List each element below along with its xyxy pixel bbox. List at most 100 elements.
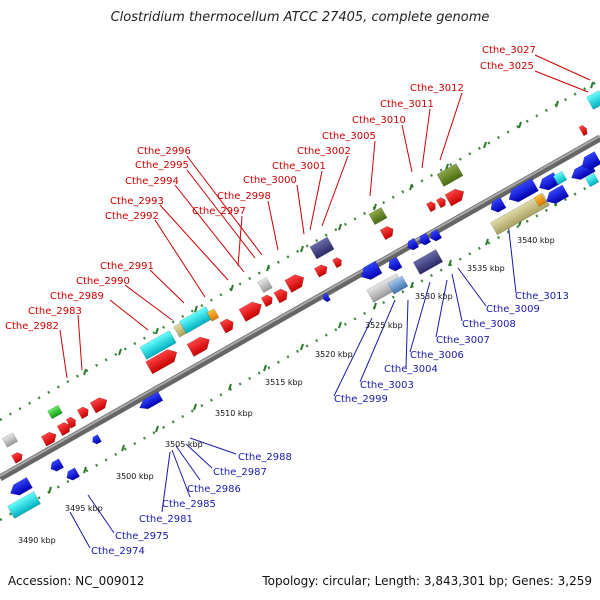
gene-glyph[interactable] <box>76 405 91 420</box>
gene-glyph[interactable] <box>412 249 444 275</box>
gene-glyph[interactable] <box>48 458 65 474</box>
forward-gene-label[interactable]: Cthe_2996 <box>137 146 191 157</box>
forward-gene-label[interactable]: Cthe_3011 <box>380 99 434 110</box>
map-title: Clostridium thermocellum ATCC 27405, com… <box>110 10 490 25</box>
forward-gene-label[interactable]: Cthe_2991 <box>100 261 154 272</box>
gene-glyph[interactable] <box>488 196 507 214</box>
gene-glyph[interactable] <box>206 308 220 322</box>
gene-glyph[interactable] <box>1 432 19 448</box>
scale-tick-label: 3525 kbp <box>365 321 403 330</box>
forward-gene-label[interactable]: Cthe_2993 <box>110 196 164 207</box>
forward-gene-label[interactable]: Cthe_2982 <box>5 321 59 332</box>
reverse-gene-label[interactable]: Cthe_3009 <box>486 304 540 315</box>
gene-glyph[interactable] <box>417 232 432 247</box>
forward-gene-labels: Cthe_2982 Cthe_2983 Cthe_2989 Cthe_2990 Cthe… <box>5 45 536 332</box>
gene-glyph[interactable] <box>428 228 443 243</box>
gene-glyph[interactable] <box>578 124 589 137</box>
scale-ticks: 3490 kbp 3495 kbp 3500 kbp 3505 kbp 3510 kbp… <box>18 236 555 545</box>
reverse-gene-label[interactable]: Cthe_3003 <box>360 380 414 391</box>
forward-gene-label[interactable]: Cthe_3005 <box>322 131 376 142</box>
reverse-gene-label[interactable]: Cthe_2974 <box>91 546 145 557</box>
gene-glyph[interactable] <box>7 477 33 498</box>
gene-glyph[interactable] <box>260 293 275 308</box>
reverse-gene-label[interactable]: Cthe_2985 <box>162 499 216 510</box>
gene-glyph[interactable] <box>552 170 568 186</box>
gene-glyph[interactable] <box>444 186 467 207</box>
forward-gene-label[interactable]: Cthe_3000 <box>243 175 297 186</box>
gene-glyph[interactable] <box>65 416 78 429</box>
gene-glyph[interactable] <box>284 271 308 293</box>
forward-gene-label[interactable]: Cthe_2992 <box>105 211 159 222</box>
gene-glyph[interactable] <box>358 260 383 283</box>
reverse-gene-label[interactable]: Cthe_3004 <box>384 364 438 375</box>
gene-glyph[interactable] <box>436 163 464 187</box>
reverse-gene-label[interactable]: Cthe_2981 <box>139 514 193 525</box>
forward-gene-label[interactable]: Cthe_3001 <box>272 161 326 172</box>
gene-glyph[interactable] <box>425 200 437 213</box>
forward-gene-label[interactable]: Cthe_3027 <box>482 45 536 56</box>
gene-glyph[interactable] <box>7 491 41 519</box>
forward-gene-label[interactable]: Cthe_3025 <box>480 61 534 72</box>
gene-glyph[interactable] <box>387 275 409 295</box>
gene-glyph[interactable] <box>11 451 24 464</box>
gene-glyph[interactable] <box>533 193 547 207</box>
reverse-gene-label[interactable]: Cthe_3006 <box>410 350 464 361</box>
gene-glyph[interactable] <box>368 206 388 226</box>
reverse-gene-label[interactable]: Cthe_3007 <box>436 335 490 346</box>
forward-gene-label[interactable]: Cthe_3002 <box>297 146 351 157</box>
gene-glyph[interactable] <box>490 192 550 236</box>
forward-gene-label[interactable]: Cthe_2997 <box>192 206 246 217</box>
forward-gene-label[interactable]: Cthe_3012 <box>410 83 464 94</box>
gene-glyph[interactable] <box>64 467 81 483</box>
reverse-gene-label[interactable]: Cthe_3008 <box>462 319 516 330</box>
gene-glyph[interactable] <box>47 404 63 420</box>
gene-glyph[interactable] <box>405 237 420 252</box>
reverse-gene-label[interactable]: Cthe_3013 <box>515 291 569 302</box>
gene-glyph[interactable] <box>309 236 335 260</box>
label-leaders <box>59 54 591 549</box>
gene-glyph[interactable] <box>584 172 600 188</box>
reverse-gene-labels: Cthe_2974 Cthe_2975 Cthe_2981 Cthe_2985 Cthe… <box>91 291 569 557</box>
accession-label: Accession: NC_009012 <box>8 574 145 588</box>
gene-glyph[interactable] <box>505 178 539 206</box>
forward-gene-label[interactable]: Cthe_2990 <box>76 276 130 287</box>
forward-gene-label[interactable]: Cthe_3010 <box>352 115 406 126</box>
forward-gene-label[interactable]: Cthe_2994 <box>125 176 179 187</box>
reverse-gene-label[interactable]: Cthe_2975 <box>115 531 169 542</box>
gene-glyph[interactable] <box>331 256 343 269</box>
gene-glyph[interactable] <box>257 276 273 294</box>
forward-gene-label[interactable]: Cthe_2998 <box>217 191 271 202</box>
scale-tick-label: 3510 kbp <box>215 409 253 418</box>
gene-glyph[interactable] <box>145 346 181 375</box>
gene-glyph[interactable] <box>435 196 447 209</box>
gene-glyph[interactable] <box>139 330 177 360</box>
gene-glyph[interactable] <box>273 287 290 304</box>
gene-glyph[interactable] <box>219 317 236 334</box>
gene-glyph[interactable] <box>238 298 265 322</box>
gene-glyph[interactable] <box>586 90 600 110</box>
gene-glyph[interactable] <box>89 395 110 414</box>
gene-glyph[interactable] <box>321 292 331 303</box>
scale-tick-label: 3515 kbp <box>265 378 303 387</box>
gene-glyph[interactable] <box>579 151 600 172</box>
reverse-gene-label[interactable]: Cthe_2987 <box>213 467 267 478</box>
forward-gene-label[interactable]: Cthe_2989 <box>50 291 104 302</box>
gene-glyph[interactable] <box>379 224 396 241</box>
genome-backbone <box>0 134 600 482</box>
gene-glyph[interactable] <box>313 263 329 278</box>
forward-gene-label[interactable]: Cthe_2995 <box>135 160 189 171</box>
genome-backbone-highlight <box>0 135 600 477</box>
gene-glyph[interactable] <box>186 333 213 357</box>
reverse-gene-label[interactable]: Cthe_2999 <box>334 394 388 405</box>
gene-glyph[interactable] <box>56 420 73 437</box>
gene-glyph[interactable] <box>40 430 59 447</box>
forward-gene-label[interactable]: Cthe_2983 <box>28 306 82 317</box>
reverse-gene-label[interactable]: Cthe_2988 <box>238 452 292 463</box>
forward-strand-guide <box>0 78 600 422</box>
gene-glyph[interactable] <box>137 391 164 413</box>
gene-glyph[interactable] <box>386 256 403 273</box>
gene-glyph[interactable] <box>543 184 570 207</box>
gene-glyph[interactable] <box>91 434 102 446</box>
reverse-gene-label[interactable]: Cthe_2986 <box>187 484 241 495</box>
